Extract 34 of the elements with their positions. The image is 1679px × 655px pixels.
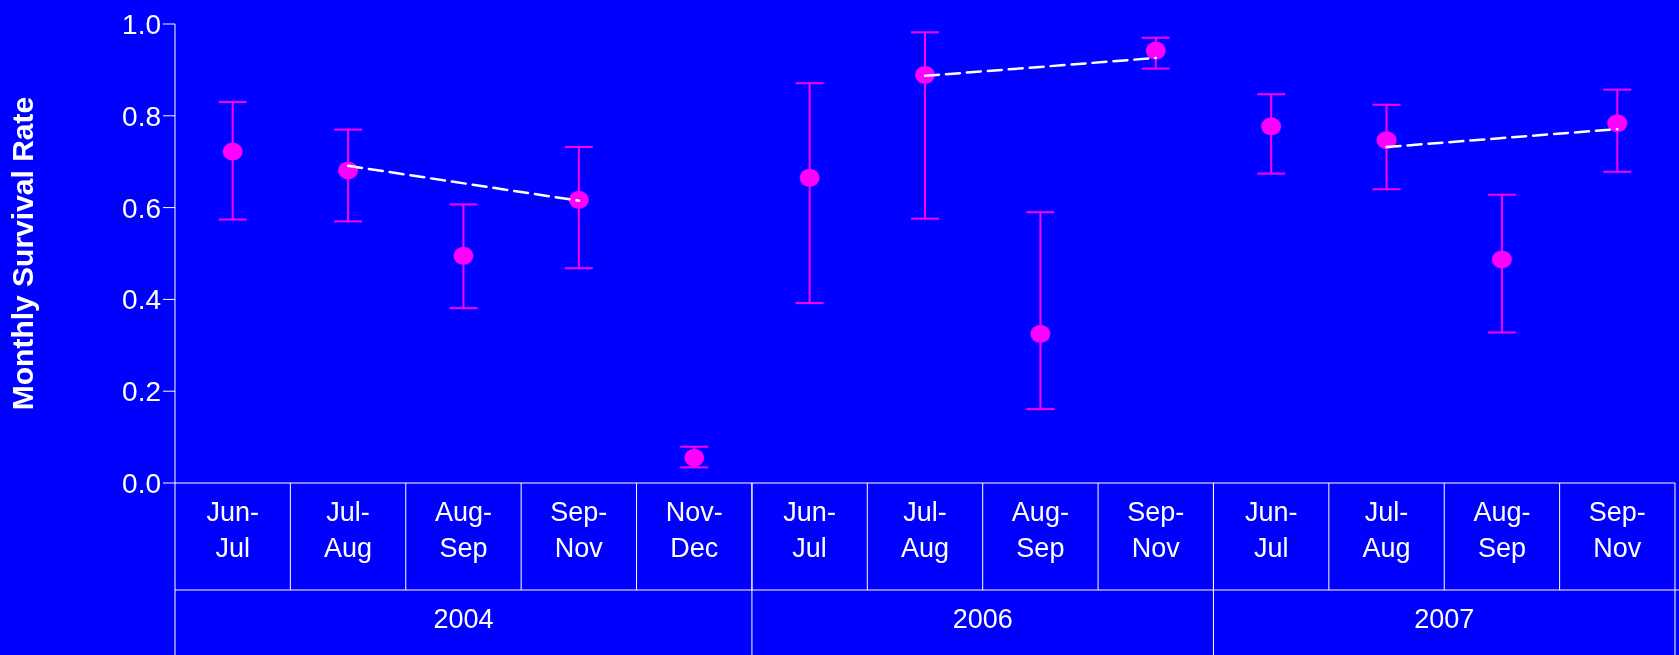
x-tick-label: Sep-Nov: [1588, 497, 1646, 563]
point: [568, 190, 589, 209]
x-tick-label: Jul-Aug: [324, 497, 373, 563]
y-axis-title: Monthly Survival Rate: [5, 96, 39, 411]
y-tick-label: 1.0: [122, 8, 161, 40]
x-tick-label: Sep-Nov: [1127, 497, 1185, 563]
x-tick-label: Jun-Jul: [783, 497, 836, 563]
x-tick-label: Jul-Aug: [900, 497, 950, 563]
y-tick-label: 0.6: [122, 192, 161, 224]
point: [1030, 324, 1051, 343]
point: [799, 168, 820, 187]
text: 2007: [1414, 604, 1475, 634]
point: [684, 448, 705, 467]
y-tick-label: 0.0: [122, 467, 161, 499]
point: [222, 142, 243, 161]
y-tick-label: 0.4: [122, 284, 161, 316]
point: [1376, 131, 1397, 150]
x-tick-label: Aug-Sep: [1473, 497, 1531, 563]
text: 2006: [952, 604, 1013, 634]
x-tick-label: Sep-Nov: [550, 497, 608, 563]
x-tick-label: Aug-Sep: [434, 497, 492, 563]
point: [1145, 41, 1166, 60]
point: [1607, 114, 1628, 133]
point: [453, 246, 474, 265]
point: [1491, 250, 1512, 269]
y-tick-label: 0.8: [122, 100, 161, 132]
x-tick-label: Jul-Aug: [1362, 497, 1411, 563]
point: [1261, 117, 1282, 136]
text: 2004: [433, 604, 494, 634]
x-tick-label: Jun-Jul: [1244, 497, 1298, 563]
x-tick-label: Aug-Sep: [1011, 497, 1069, 563]
y-tick-label: 0.2: [122, 376, 161, 408]
x-tick-label: Jun-Jul: [206, 497, 259, 563]
x-tick-label: Nov-Dec: [665, 497, 723, 563]
